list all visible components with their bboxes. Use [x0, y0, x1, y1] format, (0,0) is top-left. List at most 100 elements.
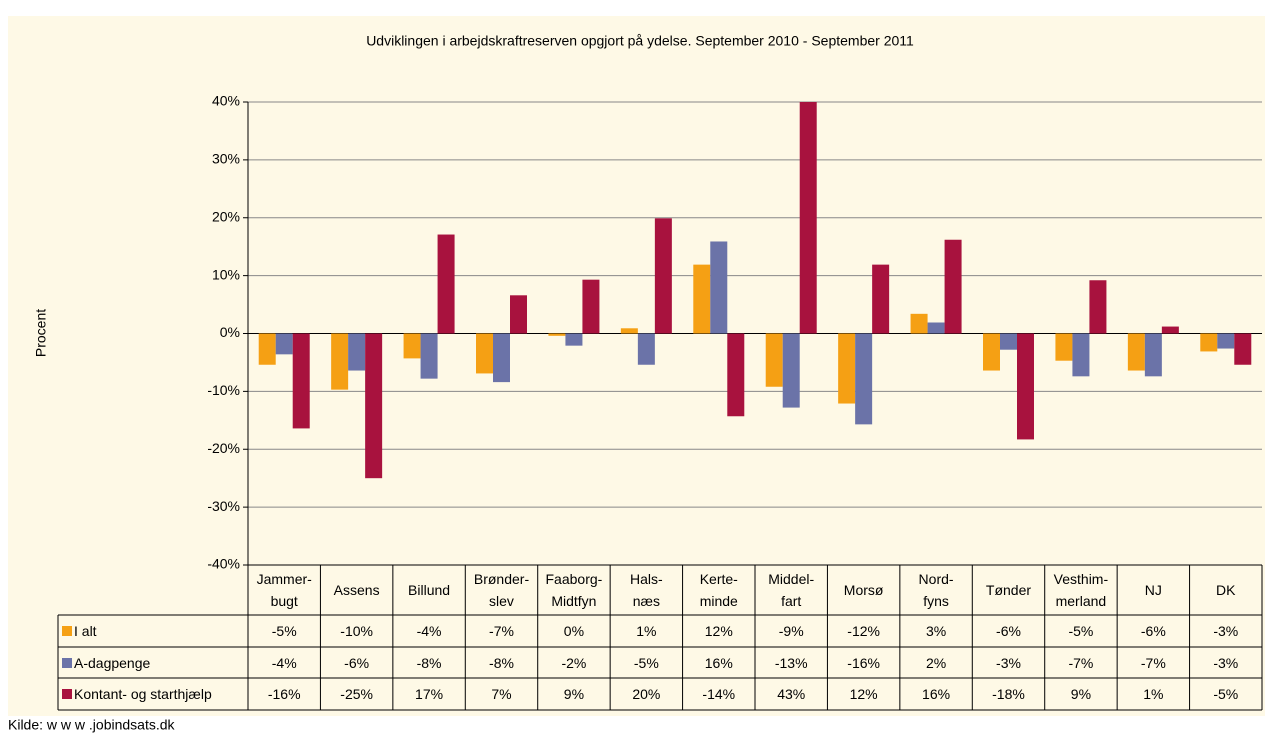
bars — [258, 102, 1252, 479]
bar — [765, 333, 783, 387]
bar — [1072, 333, 1090, 377]
bar — [637, 333, 655, 365]
table-value: -14% — [702, 686, 736, 702]
table-value: 9% — [563, 686, 585, 702]
bar — [872, 264, 890, 334]
table-value: -13% — [774, 654, 808, 671]
bar — [1127, 333, 1145, 371]
bar — [548, 333, 566, 336]
table-value: -16% — [267, 686, 301, 702]
bar — [620, 328, 638, 334]
table-value: 16% — [704, 654, 733, 671]
bar — [1234, 333, 1252, 365]
bar — [292, 333, 310, 429]
bar — [944, 239, 962, 334]
x-tick-label: NJ — [1144, 582, 1162, 598]
table-value: 16% — [922, 686, 951, 702]
y-tick-label: -10% — [207, 382, 240, 398]
table-value: -7% — [1068, 654, 1094, 671]
table-value: -8% — [416, 654, 442, 671]
table-value: 43% — [777, 686, 806, 702]
y-axis-label: Procent — [33, 309, 49, 357]
x-tick-label: Tønder — [985, 582, 1032, 598]
bar — [727, 333, 745, 417]
y-tick-label: -30% — [207, 498, 240, 514]
bar — [855, 333, 873, 425]
x-tick-label: Kerte- minde — [699, 571, 738, 609]
legend-label: I alt — [74, 623, 97, 639]
x-tick-label: Faaborg- Midtfyn — [545, 571, 603, 609]
table-value: -6% — [996, 623, 1021, 639]
x-tick-label: Billund — [408, 582, 451, 598]
table-value: 20% — [632, 686, 661, 702]
x-tick-label: Middel- fart — [768, 571, 815, 609]
y-tick-label: -40% — [207, 556, 240, 572]
legend-swatch — [62, 626, 72, 636]
table-value: -5% — [1068, 623, 1094, 639]
bar — [365, 333, 383, 479]
table-frame — [57, 564, 1263, 711]
table-value: -4% — [271, 654, 297, 671]
bar — [275, 333, 293, 355]
bar — [420, 333, 438, 379]
y-tick-label: 30% — [212, 151, 240, 167]
y-tick-label: -20% — [207, 440, 240, 456]
bar — [403, 333, 421, 359]
y-tick-label: 10% — [212, 266, 240, 282]
bar — [348, 333, 366, 371]
bar — [654, 218, 672, 334]
table-value: -6% — [344, 654, 370, 671]
table-value: -8% — [489, 654, 514, 671]
bar — [565, 333, 583, 346]
table-value: -16% — [847, 654, 880, 671]
table-value: -7% — [1140, 654, 1166, 671]
legend-label: Kontant- og starthjælp — [74, 686, 212, 702]
legend-entry: Kontant- og starthjælp — [58, 678, 248, 710]
x-tick-label: DK — [1216, 582, 1236, 598]
bar — [476, 333, 493, 374]
table-value: 7% — [491, 686, 512, 702]
source: Kilde: w w w .jobindsats.dk — [8, 717, 176, 733]
bar — [799, 102, 817, 334]
x-tick-label: Jammer- bugt — [256, 571, 312, 609]
x-tick-label: Nord- fyns — [918, 571, 954, 609]
table-value: -3% — [1213, 654, 1239, 671]
x-tick-label: Assens — [333, 582, 380, 598]
bar — [983, 333, 1000, 371]
x-tick-label: Brønder- slev — [473, 571, 530, 609]
legend-entry: I alt — [58, 615, 248, 647]
bar — [1144, 333, 1162, 377]
table-value: -3% — [996, 654, 1021, 671]
x-tick-label: Hals- næs — [630, 571, 663, 609]
bar — [493, 333, 510, 383]
table-value: -3% — [1213, 623, 1239, 639]
table-value: 3% — [925, 623, 947, 639]
bar — [437, 234, 455, 334]
table-value: -12% — [847, 623, 880, 639]
chart-background — [8, 16, 1265, 716]
table-value: 12% — [704, 623, 733, 639]
table-value: 12% — [849, 686, 878, 702]
table-value: 1% — [636, 623, 657, 639]
bar — [710, 241, 728, 334]
legend-swatch — [62, 689, 72, 699]
bar — [1217, 333, 1235, 349]
table-value: 2% — [925, 654, 947, 671]
bar — [1200, 333, 1218, 352]
table-value: -9% — [778, 623, 804, 639]
table-value: -18% — [992, 686, 1025, 702]
table-value: -5% — [633, 654, 659, 671]
bar — [782, 333, 800, 408]
bar — [582, 279, 600, 334]
bar — [1017, 333, 1034, 440]
bar — [510, 295, 527, 334]
bar — [1000, 333, 1017, 350]
table-value: 0% — [563, 623, 585, 639]
table-value: -4% — [416, 623, 442, 639]
bar — [1161, 326, 1179, 334]
legend-swatch — [62, 657, 72, 668]
table-value: 9% — [1070, 686, 1092, 702]
table-value: 17% — [415, 686, 444, 702]
table-value: -6% — [1140, 623, 1166, 639]
